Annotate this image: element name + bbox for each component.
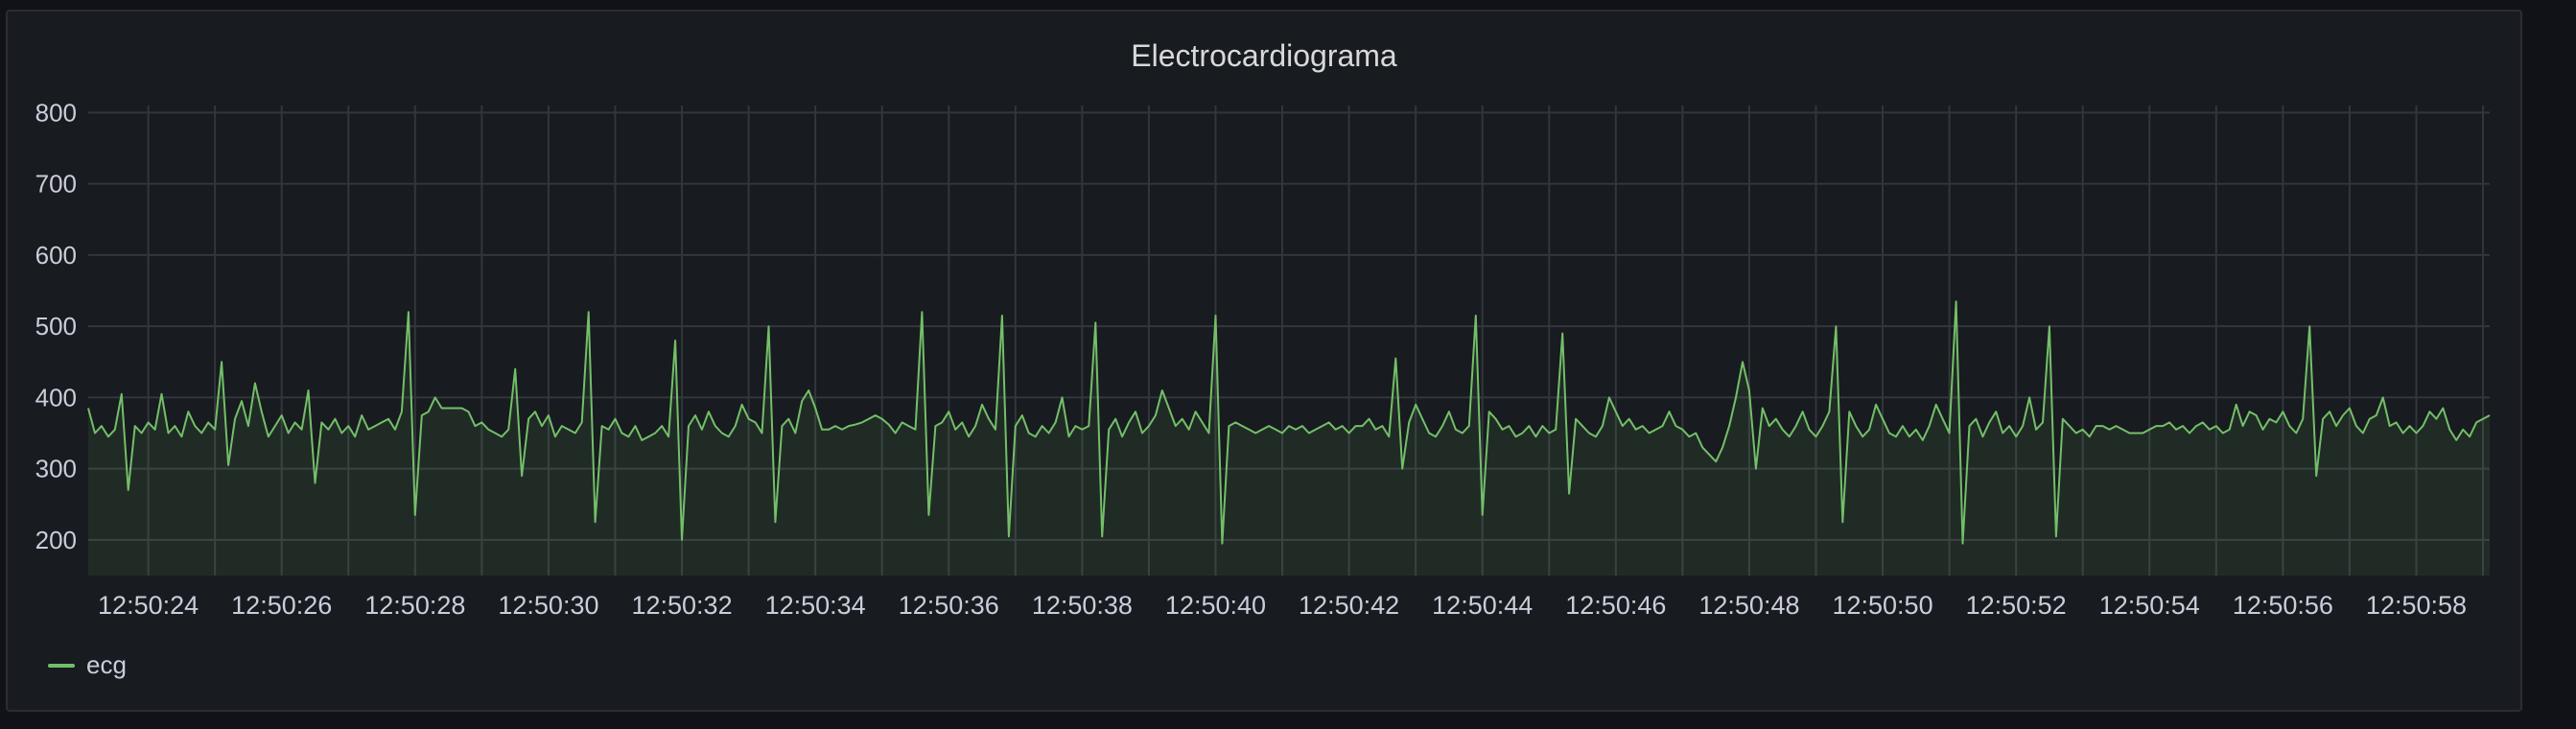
x-tick-label: 12:50:56 [2233, 591, 2333, 620]
x-tick-label: 12:50:34 [765, 591, 866, 620]
y-tick-label: 600 [35, 241, 77, 270]
x-tick-label: 12:50:36 [899, 591, 999, 620]
series-line-ecg[interactable] [87, 300, 2491, 545]
x-tick-label: 12:50:52 [1966, 591, 2067, 620]
x-tick-label: 12:50:40 [1165, 591, 1266, 620]
x-tick-label: 12:50:50 [1832, 591, 1932, 620]
x-tick-label: 12:50:46 [1565, 591, 1666, 620]
series-area-ecg [88, 301, 2490, 576]
panel-title: Electrocardiograma [1131, 38, 1397, 73]
legend-label-ecg[interactable]: ecg [86, 650, 127, 679]
chart-panel: Electrocardiograma [6, 10, 2522, 712]
x-tick-label: 12:50:32 [631, 591, 732, 620]
y-tick-label: 300 [35, 455, 77, 483]
x-tick-label: 12:50:54 [2099, 591, 2200, 620]
grid-lines [88, 106, 2490, 576]
x-tick-label: 12:50:38 [1032, 591, 1133, 620]
y-tick-label: 200 [35, 526, 77, 554]
x-tick-label: 12:50:30 [498, 591, 598, 620]
x-tick-label: 12:50:28 [364, 591, 465, 620]
legend-swatch-ecg [48, 663, 75, 668]
y-tick-label: 400 [35, 383, 77, 412]
y-axis: 200 300 400 500 600 700 800 [35, 98, 77, 553]
y-tick-label: 500 [35, 312, 77, 341]
y-tick-label: 700 [35, 170, 77, 199]
x-tick-label: 12:50:26 [231, 591, 332, 620]
x-axis: 12:50:24 12:50:26 12:50:28 12:50:30 12:50:32… [98, 591, 2467, 620]
x-tick-label: 12:50:48 [1698, 591, 1799, 620]
x-tick-label: 12:50:58 [2366, 591, 2467, 620]
legend[interactable]: ecg [48, 650, 127, 680]
y-tick-label: 800 [35, 98, 77, 127]
x-tick-label: 12:50:42 [1299, 591, 1399, 620]
x-tick-label: 12:50:44 [1432, 591, 1533, 620]
x-tick-label: 12:50:24 [98, 591, 199, 620]
series-layer [87, 300, 2491, 576]
